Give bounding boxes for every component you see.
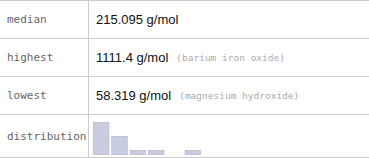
bar xyxy=(112,136,128,155)
row-divider xyxy=(0,157,369,158)
row-divider xyxy=(0,0,369,1)
histogram xyxy=(93,122,200,155)
row-divider xyxy=(0,114,369,115)
row-value: 58.319 g/mol xyxy=(96,88,171,103)
row-value: 215.095 g/mol xyxy=(96,12,179,27)
bar xyxy=(93,122,109,155)
row-note: (magnesium hydroxide) xyxy=(179,90,299,101)
row-note: (barium iron oxide) xyxy=(176,52,285,63)
row-label: distribution xyxy=(7,130,86,143)
row-label: lowest xyxy=(7,89,47,102)
row-divider xyxy=(0,76,369,77)
chart: median 215.095 g/mol highest 1111.4 g/mol (b… xyxy=(0,0,369,158)
column-divider xyxy=(88,0,89,158)
bar xyxy=(167,155,183,156)
row-label: median xyxy=(7,13,47,26)
row-label: highest xyxy=(7,51,53,64)
background xyxy=(0,0,369,158)
row-value: 1111.4 g/mol xyxy=(96,50,168,65)
row-divider xyxy=(0,38,369,39)
bar xyxy=(130,150,146,155)
bar xyxy=(185,150,201,155)
bar xyxy=(148,150,164,155)
